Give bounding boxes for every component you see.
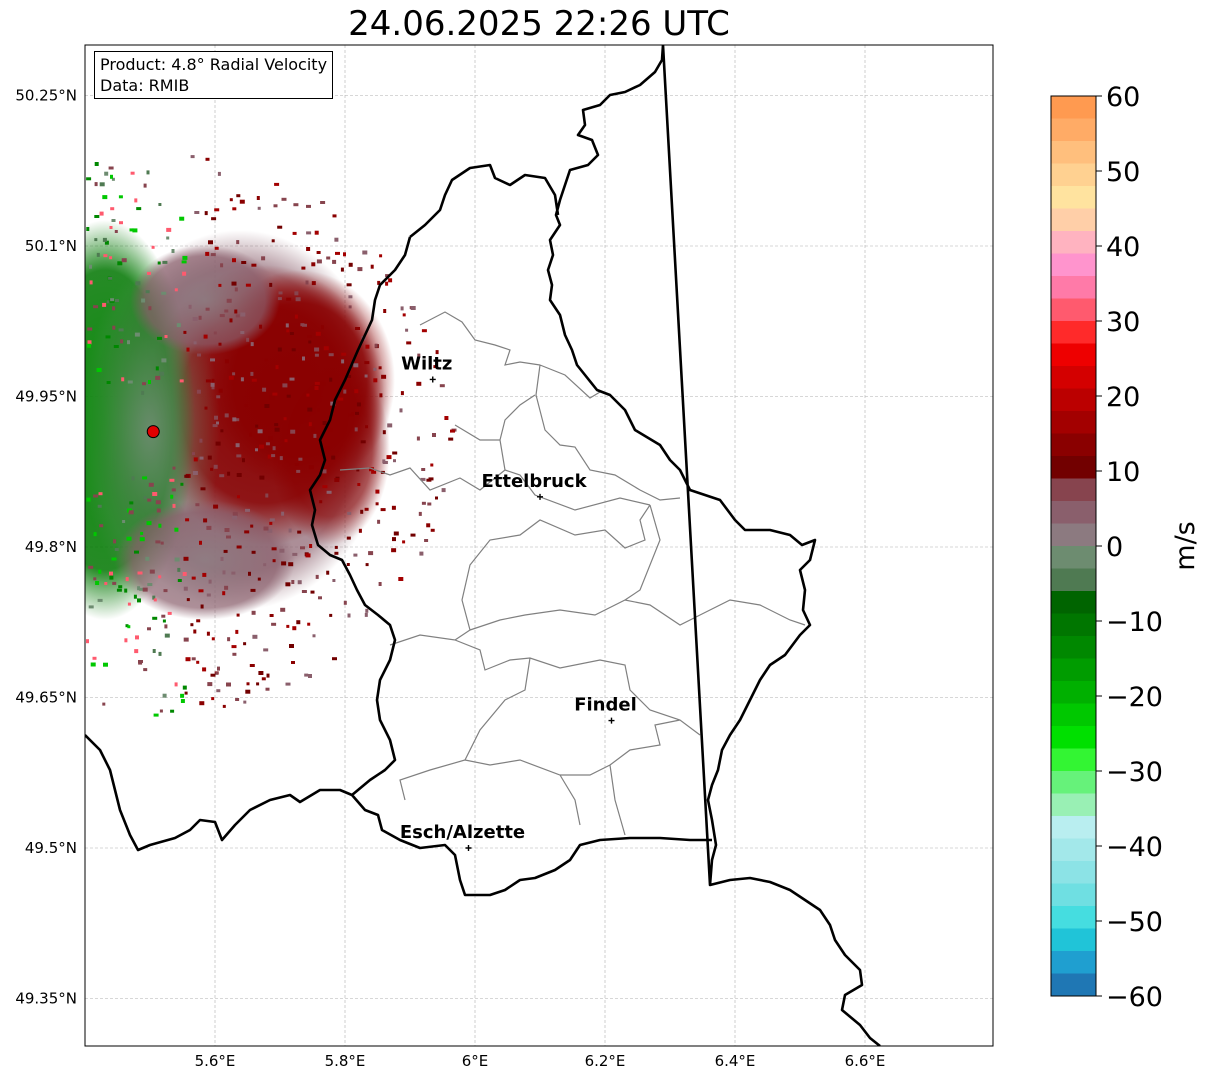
colorbar-band <box>1051 793 1096 817</box>
colorbar-band <box>1051 141 1096 164</box>
city-marker-icon <box>537 493 543 500</box>
city-label: Esch/Alzette <box>400 822 525 843</box>
colorbar-tick-label: 50 <box>1106 157 1140 188</box>
data-source-text: Data: RMIB <box>100 76 190 95</box>
city-label: Findel <box>574 695 637 716</box>
x-axis-ticks: 5.6°E 5.8°E 6°E 6.2°E 6.4°E 6.6°E <box>195 1052 886 1070</box>
colorbar-band <box>1051 118 1096 142</box>
colorbar-band <box>1051 591 1096 614</box>
product-text: Product: 4.8° Radial Velocity <box>100 55 328 74</box>
x-tick-label: 6.4°E <box>715 1052 756 1070</box>
city-marker-icon <box>608 717 615 724</box>
city-label: Wiltz <box>401 353 452 374</box>
radar-site-marker <box>146 425 160 439</box>
y-tick-label: 49.35°N <box>15 990 77 1008</box>
colorbar-band <box>1051 951 1096 974</box>
y-axis-ticks: 50.25°N 50.1°N 49.95°N 49.8°N 49.65°N 49.5°N 4… <box>15 87 77 1008</box>
product-info-box: Product: 4.8° Radial Velocity Data: RMIB <box>94 51 334 99</box>
y-tick-label: 49.65°N <box>15 689 77 707</box>
colorbar-tick-label: −10 <box>1106 607 1163 638</box>
borders <box>85 45 881 1046</box>
colorbar-band <box>1051 883 1096 907</box>
colorbar-band <box>1051 433 1096 457</box>
city-findel: Findel <box>574 695 637 724</box>
x-tick-label: 6.2°E <box>585 1052 626 1070</box>
colorbar-band <box>1051 771 1096 794</box>
colorbar-band <box>1051 906 1096 929</box>
colorbar-tick-label: −20 <box>1106 682 1163 713</box>
colorbar-band <box>1051 748 1096 772</box>
colorbar-tick-label: −40 <box>1106 832 1163 863</box>
colorbar-band <box>1051 546 1096 569</box>
city-marker-icon <box>465 845 472 851</box>
colorbar-band <box>1051 703 1096 727</box>
colorbar-band <box>1051 276 1096 299</box>
colorbar-tick-label: 10 <box>1106 457 1140 488</box>
colorbar-band <box>1051 343 1096 367</box>
colorbar-band <box>1051 928 1096 952</box>
colorbar-band <box>1051 816 1096 839</box>
x-tick-label: 6.6°E <box>845 1052 886 1070</box>
y-tick-label: 49.5°N <box>25 839 77 857</box>
colorbar-band <box>1051 523 1096 547</box>
x-tick-label: 6°E <box>462 1052 489 1070</box>
colorbar-label: m/s <box>1170 521 1201 570</box>
colorbar-band <box>1051 321 1096 344</box>
city-labels: Wiltz Ettelbruck Findel Esch/Alzette <box>400 353 637 851</box>
city-wiltz: Wiltz <box>401 353 452 383</box>
y-tick-label: 49.95°N <box>15 388 77 406</box>
velocity-colorbar: 60 50 40 30 20 10 0 −10 −20 −30 −40 −50 −60 <box>1050 82 1163 1013</box>
colorbar-band <box>1051 96 1096 119</box>
colorbar-tick-label: −50 <box>1106 907 1163 938</box>
colorbar-band <box>1051 231 1096 254</box>
canton-borders <box>339 311 806 836</box>
colorbar-tick-label: 40 <box>1106 232 1140 263</box>
y-tick-label: 50.25°N <box>15 87 77 105</box>
radar-echo-speckle <box>86 155 457 717</box>
colorbar-band <box>1051 613 1096 637</box>
colorbar-band <box>1051 253 1096 277</box>
colorbar-band <box>1051 478 1096 502</box>
colorbar-band <box>1051 568 1096 592</box>
city-label: Ettelbruck <box>481 471 587 492</box>
country-borders <box>85 45 881 1046</box>
colorbar-band <box>1051 838 1096 862</box>
y-tick-label: 49.8°N <box>25 538 77 556</box>
y-tick-label: 50.1°N <box>25 237 77 255</box>
colorbar-tick-label: 20 <box>1106 382 1140 413</box>
colorbar-tick-label: −30 <box>1106 757 1163 788</box>
colorbar-band <box>1051 411 1096 434</box>
colorbar-band <box>1051 973 1096 997</box>
map-frame <box>84 44 994 1047</box>
city-ettelbruck: Ettelbruck <box>481 471 588 500</box>
colorbar-band <box>1051 861 1096 884</box>
city-esch-alzette: Esch/Alzette <box>400 822 525 851</box>
colorbar-band <box>1051 726 1096 749</box>
colorbar-tick-label: 60 <box>1106 82 1140 113</box>
city-marker-icon <box>429 376 436 383</box>
x-tick-label: 5.6°E <box>195 1052 236 1070</box>
colorbar-band <box>1051 388 1096 412</box>
colorbar-band <box>1051 501 1096 524</box>
colorbar-band <box>1051 163 1096 187</box>
colorbar-tick-label: 0 <box>1106 532 1123 563</box>
colorbar-band <box>1051 681 1096 704</box>
x-tick-label: 5.8°E <box>325 1052 366 1070</box>
colorbar-band <box>1051 298 1096 322</box>
colorbar-tick-label: −60 <box>1106 982 1163 1013</box>
colorbar-band <box>1051 456 1096 479</box>
colorbar-band <box>1051 186 1096 209</box>
colorbar-band <box>1051 636 1096 659</box>
colorbar-band <box>1051 208 1096 232</box>
map-title: 24.06.2025 22:26 UTC <box>348 4 730 44</box>
colorbar-tick-label: 30 <box>1106 307 1140 338</box>
colorbar-band <box>1051 658 1096 682</box>
colorbar-band <box>1051 366 1096 389</box>
